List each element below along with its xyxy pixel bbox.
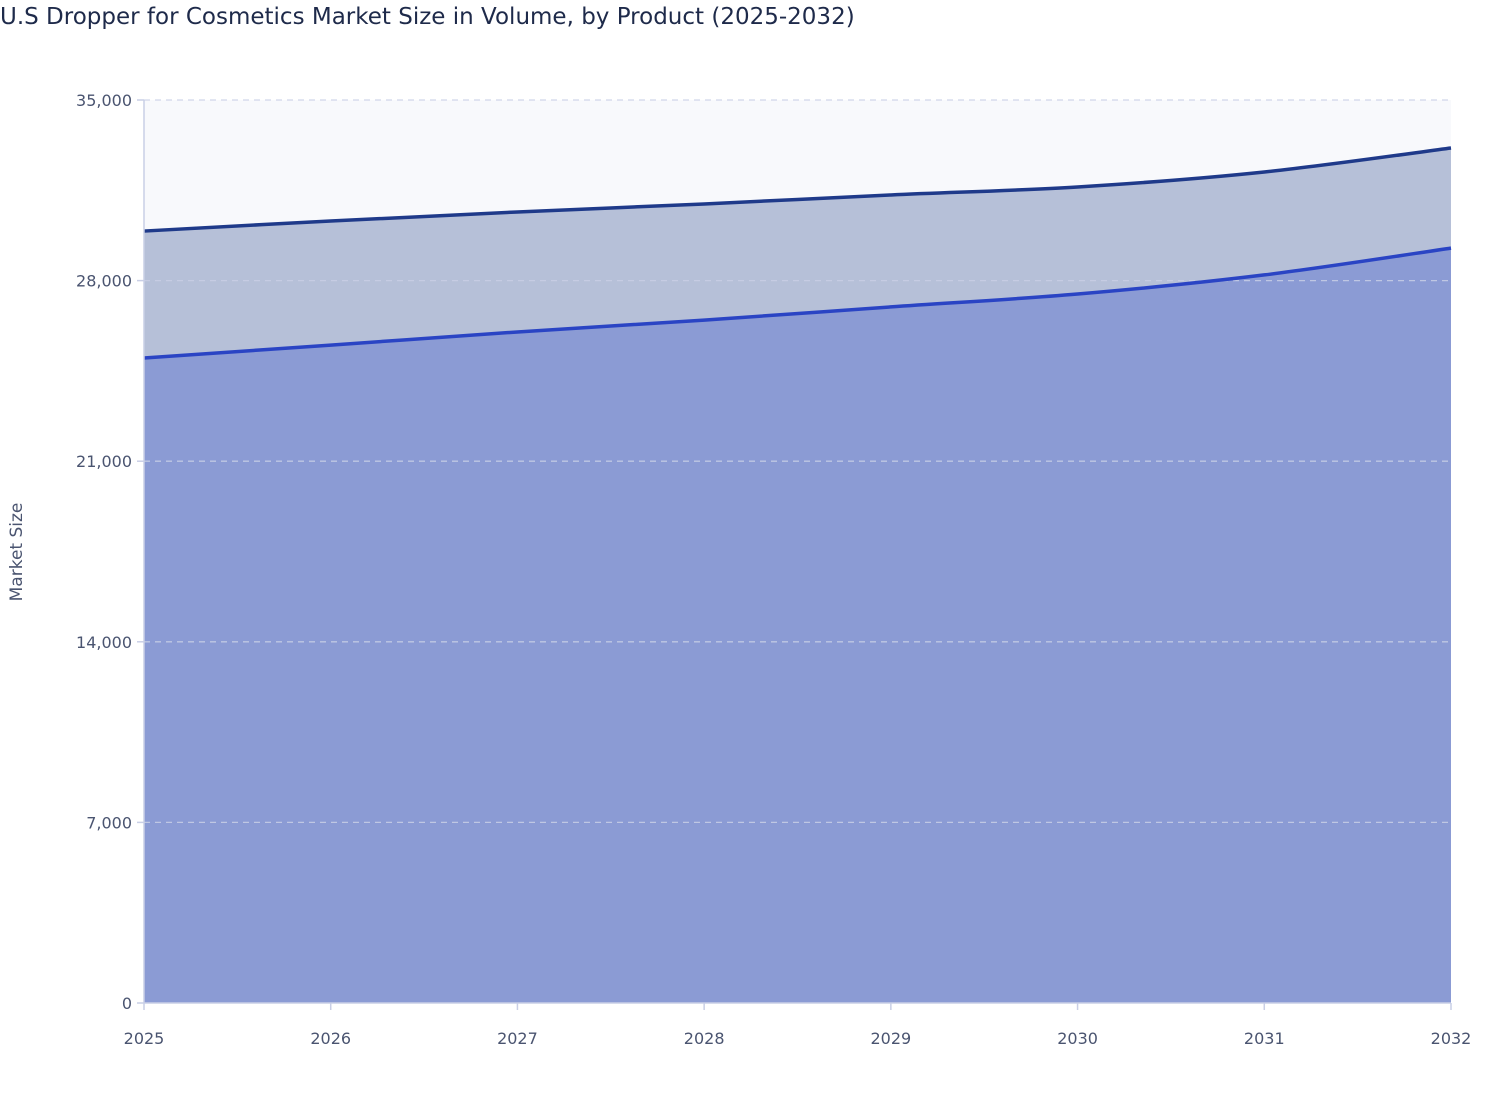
chart-title: U.S Dropper for Cosmetics Market Size in… xyxy=(0,4,855,30)
area-series-1 xyxy=(144,248,1451,1004)
series-line-1 xyxy=(143,246,1452,360)
y-axis-title: Market Size xyxy=(7,503,27,602)
y-tick-label: 21,000 xyxy=(76,452,132,471)
x-tick-label: 2032 xyxy=(1431,1029,1472,1048)
x-tick-label: 2027 xyxy=(497,1029,538,1048)
area-series-2 xyxy=(144,147,1451,358)
y-tick-label: 28,000 xyxy=(76,272,132,291)
series-line-2 xyxy=(143,146,1452,233)
x-tick-label: 2030 xyxy=(1057,1029,1098,1048)
x-tick-label: 2025 xyxy=(124,1029,165,1048)
y-tick-label: 14,000 xyxy=(76,633,132,652)
x-tick-label: 2026 xyxy=(310,1029,351,1048)
x-tick-label: 2028 xyxy=(684,1029,725,1048)
y-tick-label: 7,000 xyxy=(86,813,132,832)
y-tick-label: 35,000 xyxy=(76,91,132,110)
x-tick-label: 2031 xyxy=(1244,1029,1285,1048)
y-tick-label: 0 xyxy=(122,994,132,1013)
x-tick-label: 2029 xyxy=(870,1029,911,1048)
